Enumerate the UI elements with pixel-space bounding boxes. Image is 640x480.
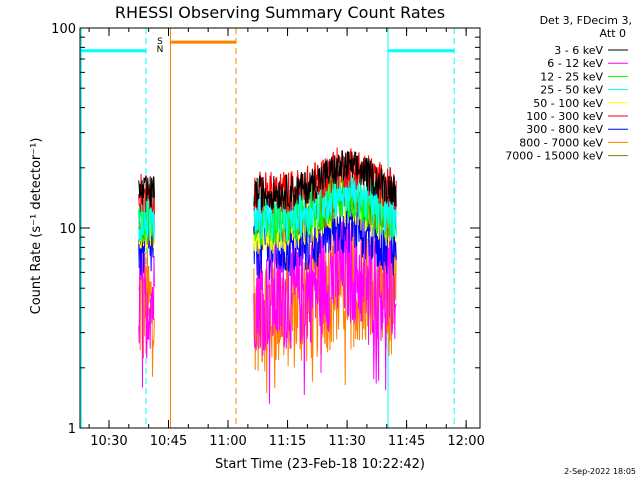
legend-label: 3 - 6 keV (554, 44, 603, 57)
chart-title: RHESSI Observing Summary Count Rates (115, 3, 445, 22)
y-tick-label: 10 (59, 222, 76, 237)
legend-label: 300 - 800 keV (526, 123, 603, 136)
legend-label: 7000 - 15000 keV (505, 150, 603, 163)
legend-label: 100 - 300 keV (526, 110, 603, 123)
x-tick-label: 11:30 (328, 434, 365, 449)
legend-label: 50 - 100 keV (533, 97, 603, 110)
flag-label-n: N (157, 45, 164, 55)
x-tick-label: 10:30 (90, 434, 127, 449)
y-tick-label: 100 (51, 22, 76, 37)
series-line (253, 220, 397, 404)
legend-header: Att 0 (600, 27, 626, 40)
x-tick-label: 11:15 (269, 434, 306, 449)
legend-header: Det 3, FDecim 3, (540, 14, 632, 27)
axes: 10:30 10:45 11:00 11:15 11:30 11:45 12:00 1 10 10… (51, 22, 485, 449)
legend-label: 12 - 25 keV (540, 70, 603, 83)
y-axis-label: Count Rate (s⁻¹ detector⁻¹) (29, 138, 44, 315)
x-tick-label: 11:45 (388, 434, 425, 449)
x-axis-label: Start Time (23-Feb-18 10:22:42) (215, 457, 425, 472)
series-line (138, 175, 155, 208)
legend-label: 800 - 7000 keV (519, 136, 603, 149)
series-group (138, 147, 397, 404)
y-tick-label: 1 (68, 422, 76, 437)
x-tick-label: 12:00 (447, 434, 484, 449)
legend-label: 6 - 12 keV (547, 57, 603, 70)
series-line (138, 190, 155, 242)
legend-label: 25 - 50 keV (540, 84, 603, 97)
date-stamp: 2-Sep-2022 18:05 (564, 467, 636, 476)
x-tick-label: 10:45 (150, 434, 187, 449)
x-tick-label: 11:00 (209, 434, 246, 449)
flag-bars (80, 40, 455, 53)
series-line (253, 150, 397, 211)
flag-label-s: S (157, 37, 163, 47)
